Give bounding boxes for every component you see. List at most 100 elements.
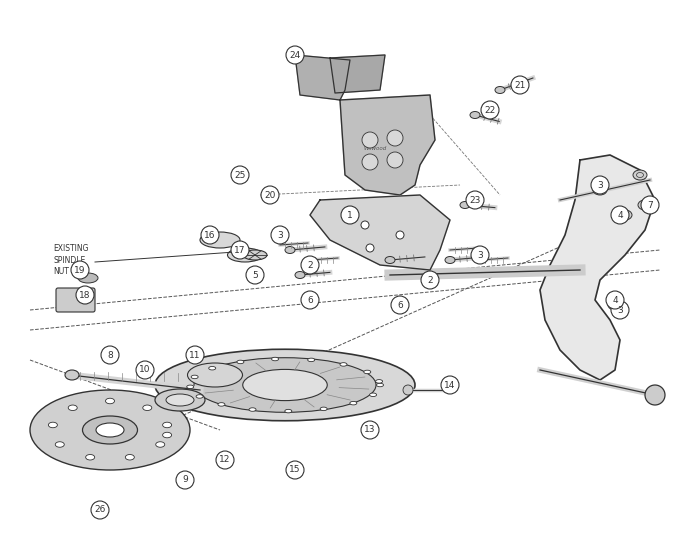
Circle shape [591, 176, 609, 194]
Circle shape [362, 132, 378, 148]
Ellipse shape [320, 407, 327, 410]
Circle shape [101, 346, 119, 364]
Ellipse shape [460, 202, 470, 208]
Circle shape [645, 385, 665, 405]
Text: Wilwood: Wilwood [363, 146, 386, 151]
Circle shape [186, 346, 204, 364]
Ellipse shape [272, 357, 279, 361]
Ellipse shape [83, 416, 137, 444]
Ellipse shape [194, 358, 376, 412]
Ellipse shape [385, 256, 395, 264]
Ellipse shape [125, 455, 134, 460]
Circle shape [76, 286, 94, 304]
FancyBboxPatch shape [56, 288, 95, 312]
Ellipse shape [162, 432, 172, 438]
Circle shape [261, 186, 279, 204]
Text: 21: 21 [514, 81, 526, 90]
Circle shape [641, 196, 659, 214]
Text: EXISTING
SPINDLE
NUT: EXISTING SPINDLE NUT [53, 244, 88, 276]
Circle shape [301, 291, 319, 309]
Text: 15: 15 [289, 465, 301, 474]
Circle shape [403, 385, 413, 395]
Text: 26: 26 [94, 506, 106, 515]
Circle shape [176, 471, 194, 489]
Polygon shape [340, 95, 435, 195]
Circle shape [362, 154, 378, 170]
Text: 19: 19 [74, 265, 86, 274]
Ellipse shape [57, 290, 92, 310]
Ellipse shape [613, 305, 627, 315]
Text: 2: 2 [427, 276, 433, 284]
Ellipse shape [96, 423, 124, 437]
Text: 24: 24 [289, 50, 300, 59]
Circle shape [366, 244, 374, 252]
Ellipse shape [350, 402, 357, 405]
Text: 12: 12 [219, 455, 231, 464]
Polygon shape [540, 155, 655, 380]
Circle shape [301, 256, 319, 274]
Circle shape [91, 501, 109, 519]
Ellipse shape [243, 370, 328, 400]
Polygon shape [295, 55, 350, 100]
Circle shape [391, 296, 409, 314]
Ellipse shape [209, 366, 216, 370]
Text: 14: 14 [444, 380, 456, 390]
Ellipse shape [370, 393, 377, 396]
Polygon shape [310, 195, 450, 270]
Ellipse shape [55, 442, 64, 447]
Circle shape [441, 376, 459, 394]
Ellipse shape [30, 390, 190, 470]
Ellipse shape [377, 383, 384, 387]
Ellipse shape [48, 422, 57, 428]
Circle shape [387, 152, 403, 168]
Text: 3: 3 [597, 180, 603, 189]
Circle shape [286, 461, 304, 479]
Text: 6: 6 [307, 296, 313, 305]
Ellipse shape [143, 405, 152, 410]
Ellipse shape [65, 370, 79, 380]
Circle shape [231, 166, 249, 184]
Circle shape [341, 206, 359, 224]
Text: 8: 8 [107, 351, 113, 360]
Circle shape [361, 221, 369, 229]
Text: 5: 5 [252, 270, 258, 279]
Circle shape [361, 421, 379, 439]
Ellipse shape [85, 455, 94, 460]
Circle shape [71, 261, 89, 279]
Circle shape [396, 231, 404, 239]
Ellipse shape [470, 111, 480, 119]
Circle shape [136, 361, 154, 379]
Text: 7: 7 [647, 200, 653, 209]
Ellipse shape [166, 394, 194, 406]
Text: 6: 6 [397, 301, 403, 310]
Ellipse shape [608, 300, 622, 310]
Text: 13: 13 [364, 426, 376, 435]
Ellipse shape [196, 395, 203, 398]
Circle shape [481, 101, 499, 119]
Ellipse shape [249, 408, 256, 411]
Text: 3: 3 [277, 231, 283, 240]
Ellipse shape [68, 405, 77, 410]
Text: 17: 17 [234, 245, 246, 254]
Ellipse shape [340, 363, 347, 366]
Ellipse shape [285, 246, 295, 254]
Ellipse shape [618, 210, 632, 220]
Text: 2: 2 [307, 260, 313, 269]
Ellipse shape [633, 170, 647, 180]
Circle shape [606, 291, 624, 309]
Circle shape [511, 76, 529, 94]
Text: 11: 11 [189, 351, 201, 360]
Circle shape [271, 226, 289, 244]
Ellipse shape [106, 398, 115, 404]
Ellipse shape [228, 248, 262, 262]
Ellipse shape [218, 403, 225, 406]
Text: 18: 18 [79, 291, 91, 300]
Text: 4: 4 [617, 211, 623, 220]
Polygon shape [330, 55, 385, 93]
Circle shape [216, 451, 234, 469]
Ellipse shape [593, 185, 607, 195]
Text: 25: 25 [234, 170, 246, 180]
Text: 9: 9 [182, 475, 188, 484]
Text: 10: 10 [139, 366, 150, 375]
Ellipse shape [308, 358, 315, 362]
